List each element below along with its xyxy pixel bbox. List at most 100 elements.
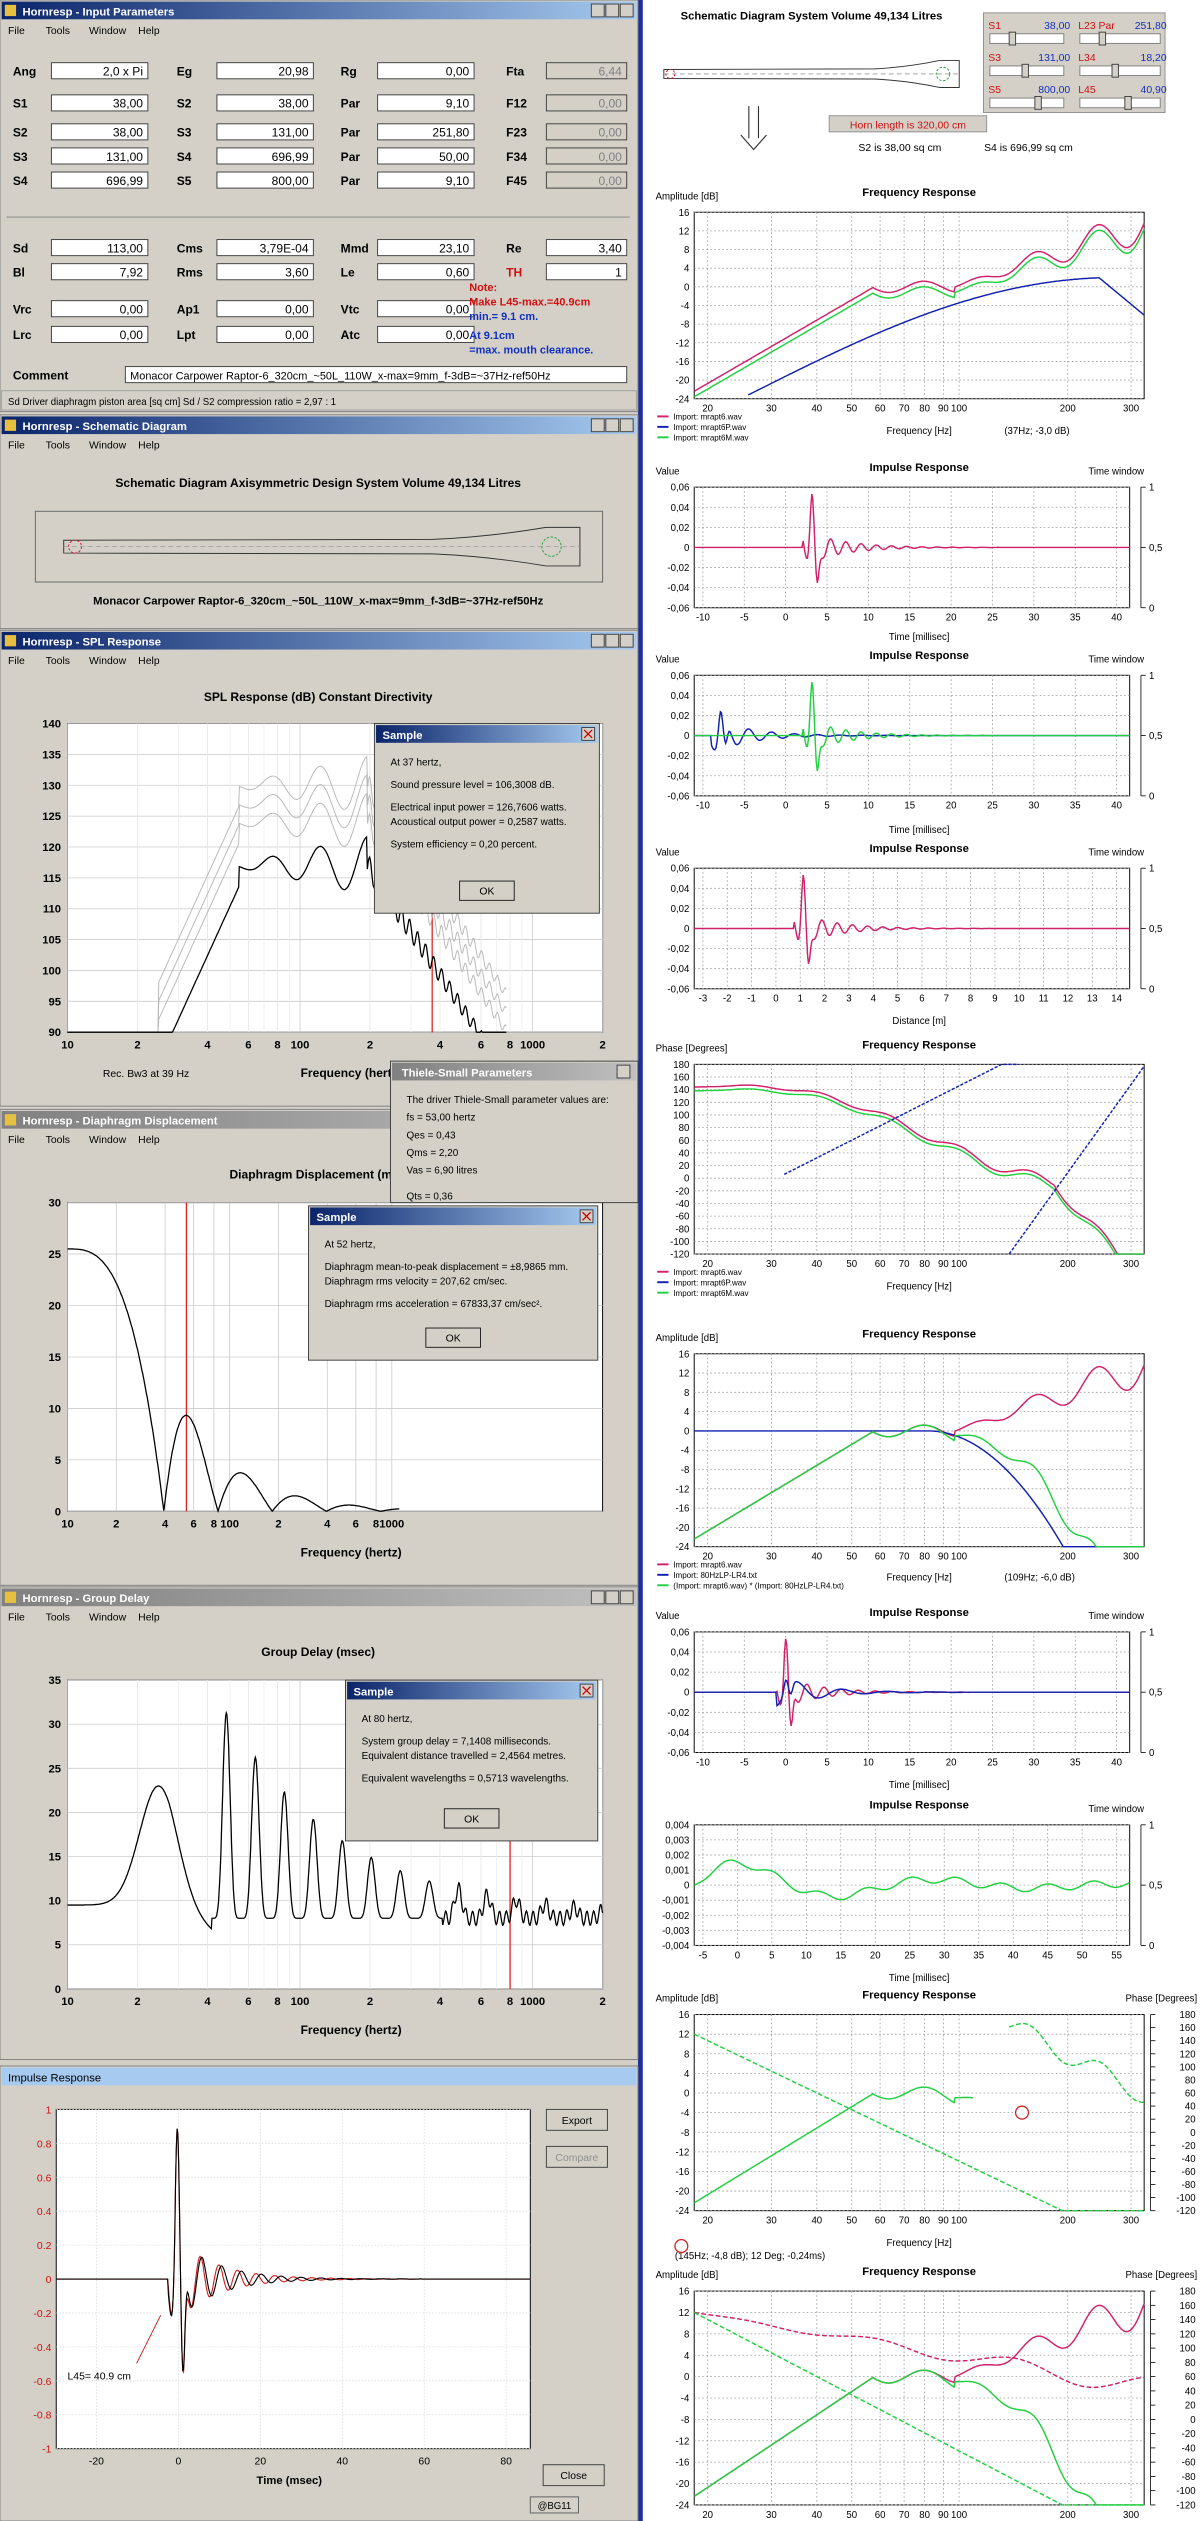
button[interactable]: [545, 2145, 608, 2168]
close-button[interactable]: [619, 633, 634, 648]
ok-button[interactable]: [425, 1327, 481, 1348]
field-value[interactable]: 50,00: [439, 150, 469, 164]
minimize-button[interactable]: [590, 3, 605, 18]
field-value[interactable]: 113,00: [107, 241, 143, 255]
menu-item[interactable]: Help: [138, 1135, 160, 1146]
menu-item[interactable]: Help: [138, 441, 160, 452]
menu-item[interactable]: Help: [138, 656, 160, 667]
close-button[interactable]: [619, 3, 634, 18]
field-value[interactable]: 6,44: [598, 65, 622, 79]
minimize-button[interactable]: [590, 418, 605, 433]
menu-item[interactable]: Window: [89, 1135, 127, 1146]
field-value[interactable]: 7,92: [120, 266, 144, 280]
field-value[interactable]: 2,0 x Pi: [103, 65, 143, 79]
field-value[interactable]: 23,10: [439, 241, 469, 255]
button[interactable]: [542, 2464, 605, 2487]
field-value[interactable]: 0,00: [598, 174, 622, 188]
comment-box[interactable]: [124, 366, 628, 384]
field-value[interactable]: 0,00: [598, 97, 622, 111]
field-value[interactable]: 696,99: [272, 150, 309, 164]
field-value[interactable]: 1: [615, 266, 622, 280]
ok-button-label[interactable]: OK: [464, 1814, 479, 1825]
menu-item[interactable]: Window: [89, 441, 127, 452]
field-box[interactable]: [545, 94, 628, 112]
field-value[interactable]: 0,00: [446, 328, 470, 342]
field-box[interactable]: [377, 147, 475, 165]
field-value[interactable]: 0,00: [598, 150, 622, 164]
field-box[interactable]: [50, 123, 149, 141]
close-button[interactable]: [616, 1064, 631, 1079]
close-button[interactable]: [619, 418, 634, 433]
slider-thumb[interactable]: [1098, 31, 1107, 46]
field-value[interactable]: 38,00: [278, 97, 308, 111]
field-box[interactable]: [50, 62, 149, 80]
menu-item[interactable]: Tools: [46, 656, 70, 667]
field-box[interactable]: [377, 325, 475, 343]
menu-item[interactable]: File: [8, 26, 25, 37]
field-box[interactable]: [50, 147, 149, 165]
slider-thumb[interactable]: [1008, 31, 1017, 46]
field-box[interactable]: [377, 300, 475, 318]
field-box[interactable]: [545, 147, 628, 165]
ok-button[interactable]: [459, 880, 515, 901]
field-value[interactable]: 3,40: [598, 241, 622, 255]
field-box[interactable]: [377, 123, 475, 141]
slider-thumb[interactable]: [1034, 95, 1042, 110]
field-box[interactable]: [50, 239, 149, 257]
field-value[interactable]: 3,60: [285, 266, 309, 280]
field-box[interactable]: [545, 263, 628, 281]
menu-item[interactable]: File: [8, 1135, 25, 1146]
field-value[interactable]: 20,98: [278, 65, 308, 79]
field-box[interactable]: [216, 62, 314, 80]
field-value[interactable]: 0,00: [446, 303, 470, 317]
field-box[interactable]: [50, 325, 149, 343]
button-label[interactable]: Close: [560, 2471, 587, 2482]
field-box[interactable]: [377, 263, 475, 281]
field-box[interactable]: [216, 94, 314, 112]
maximize-button[interactable]: [605, 633, 620, 648]
field-value[interactable]: 38,00: [113, 126, 143, 140]
comment-text[interactable]: Monacor Carpower Raptor-6_320cm_~50L_110…: [130, 370, 550, 382]
field-box[interactable]: [377, 62, 475, 80]
menu-item[interactable]: Tools: [46, 1135, 70, 1146]
field-box[interactable]: [50, 300, 149, 318]
button[interactable]: [545, 2108, 608, 2131]
slider-thumb[interactable]: [1111, 63, 1119, 78]
field-box[interactable]: [377, 239, 475, 257]
menu-item[interactable]: File: [8, 441, 25, 452]
button-label[interactable]: Export: [562, 2116, 592, 2127]
field-box[interactable]: [216, 300, 314, 318]
maximize-button[interactable]: [605, 418, 620, 433]
field-box[interactable]: [216, 239, 314, 257]
ok-button[interactable]: [443, 1808, 500, 1829]
field-value[interactable]: 0,00: [446, 65, 470, 79]
maximize-button[interactable]: [605, 3, 620, 18]
field-value[interactable]: 696,99: [106, 174, 143, 188]
field-box[interactable]: [216, 325, 314, 343]
maximize-button[interactable]: [605, 1590, 620, 1605]
menu-item[interactable]: File: [8, 1613, 25, 1624]
field-value[interactable]: 0,00: [598, 126, 622, 140]
menu-item[interactable]: Window: [89, 26, 127, 37]
menu-item[interactable]: Tools: [46, 26, 70, 37]
slider[interactable]: [989, 33, 1065, 44]
field-box[interactable]: [216, 263, 314, 281]
field-box[interactable]: [377, 171, 475, 189]
slider-thumb[interactable]: [1124, 95, 1132, 110]
field-value[interactable]: 131,00: [272, 126, 309, 140]
ok-button-label[interactable]: OK: [446, 1334, 461, 1345]
field-box[interactable]: [216, 147, 314, 165]
field-box[interactable]: [545, 171, 628, 189]
field-box[interactable]: [545, 239, 628, 257]
ok-button-label[interactable]: OK: [479, 887, 494, 898]
field-value[interactable]: 0,00: [120, 328, 144, 342]
menu-item[interactable]: Tools: [46, 1613, 70, 1624]
field-value[interactable]: 38,00: [113, 97, 143, 111]
field-box[interactable]: [50, 263, 149, 281]
field-value[interactable]: 800,00: [272, 174, 309, 188]
slider-thumb[interactable]: [1021, 63, 1029, 78]
menu-item[interactable]: Window: [89, 1613, 127, 1624]
field-box[interactable]: [50, 171, 149, 189]
field-box[interactable]: [216, 123, 314, 141]
minimize-button[interactable]: [590, 633, 605, 648]
